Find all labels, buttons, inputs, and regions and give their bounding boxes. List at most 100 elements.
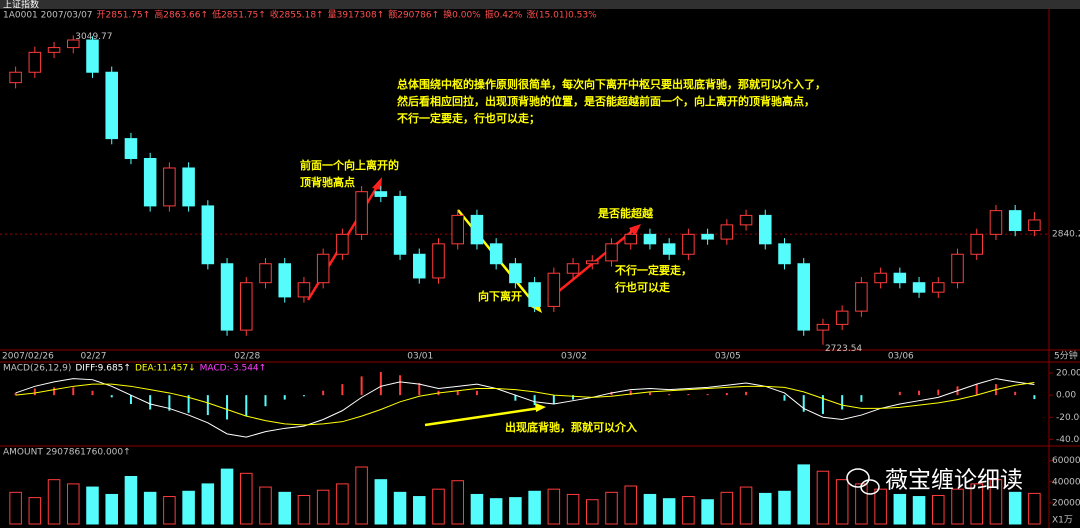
candle-body <box>163 167 176 207</box>
candle-body <box>451 214 464 245</box>
unit-label: X1万 <box>1052 516 1073 526</box>
macd-line <box>15 381 1035 426</box>
volume-bar <box>393 491 407 525</box>
volume-bar <box>9 491 22 525</box>
candle-body <box>86 39 99 73</box>
candle-body <box>739 214 753 226</box>
volume-bar <box>720 491 734 525</box>
panel-info: DIFF:9.685↑ <box>75 364 131 374</box>
candle-body <box>855 282 868 312</box>
info-item: 换0.00% <box>443 9 481 21</box>
y-tick-label: 600000 <box>1052 456 1080 466</box>
volume-bar <box>374 479 388 525</box>
volume-bar <box>932 495 945 525</box>
candle-body <box>47 47 61 53</box>
candle-body <box>951 253 964 284</box>
x-tick-label: 03/05 <box>715 352 741 362</box>
annotation: 总体围绕中枢的操作原则很简单，每次向下离开中枢只要出现底背驰，那就可以介入了， <box>397 77 826 91</box>
volume-bar <box>67 483 80 525</box>
volume-bar <box>528 490 541 525</box>
volume-bar <box>278 491 291 525</box>
volume-bar <box>893 493 907 525</box>
candle-body <box>932 282 945 293</box>
volume-bar <box>816 470 830 525</box>
candle-body <box>470 214 484 245</box>
volume-bar <box>316 489 330 525</box>
arrow-head <box>629 224 641 236</box>
volume-bar <box>547 488 561 525</box>
period-label: 5分钟 <box>1054 350 1078 362</box>
volume-bar <box>874 488 887 525</box>
candle-body <box>586 260 599 265</box>
panel-info: MACD(26,12,9) <box>3 364 71 374</box>
y-tick-label: 400000 <box>1052 477 1080 487</box>
volume-bar <box>586 499 599 525</box>
candle-body <box>566 263 580 274</box>
info-item: 额290786↑ <box>388 9 439 21</box>
panel-info: DEA:11.457↓ <box>135 364 196 374</box>
candle-body <box>413 253 426 279</box>
info-item: 涨(15.01)0.53% <box>526 10 597 21</box>
max-label: 3049.77 <box>75 32 112 42</box>
candle-body <box>759 214 772 245</box>
volume-bar <box>470 493 484 525</box>
x-tick-label: 03/01 <box>407 352 433 362</box>
candle-body <box>662 243 676 255</box>
info-item: 开2851.75↑ <box>97 10 151 21</box>
volume-bar <box>797 464 810 525</box>
candle-body <box>682 233 695 255</box>
panel-borders <box>0 9 1080 528</box>
volume-bar <box>413 496 426 525</box>
annotation: 然后看相应回拉，出现顶背驰的位置，是否能超越前面一个，向上离开的顶背驰高点， <box>397 94 815 108</box>
candle-body <box>297 282 311 298</box>
candle-body <box>989 210 1003 235</box>
volume-bar <box>970 483 983 525</box>
annotation: 不行一定要走，行也可以走； <box>397 111 540 125</box>
candle-body <box>28 51 42 73</box>
y-tick-label: 0.00 <box>1056 391 1076 401</box>
candle-body <box>143 158 157 207</box>
volume-bar <box>566 493 580 525</box>
candle-body <box>509 263 522 284</box>
volume-bar <box>124 476 138 525</box>
candle-body <box>547 272 561 307</box>
candle-body <box>259 263 272 284</box>
volume-bar <box>259 486 272 525</box>
candle-body <box>240 282 253 331</box>
min-label: 2723.54 <box>825 344 862 354</box>
volume-bar <box>143 491 157 525</box>
volume-bar <box>1028 492 1041 525</box>
icon-bubble <box>860 479 880 495</box>
x-tick-label: 2007/02/26 <box>2 352 54 362</box>
candle-body <box>489 243 503 265</box>
candle-body <box>355 191 368 235</box>
volume-bar <box>182 490 195 525</box>
volume-bar <box>297 495 311 525</box>
wechat-icon <box>846 468 880 495</box>
candle-body <box>432 243 445 279</box>
volume-bar <box>778 490 791 525</box>
candle-body <box>528 282 541 307</box>
macd-line <box>15 378 1035 438</box>
candle-body <box>816 323 830 331</box>
volume-bar <box>912 496 926 525</box>
volume-bar <box>451 480 464 525</box>
y-tick-label: 2840.2 <box>1052 230 1080 240</box>
info-item: 收2855.18↑ <box>270 9 324 21</box>
panel-title: AMOUNT <box>3 448 43 458</box>
candle-body <box>643 233 657 245</box>
candle-body <box>912 282 926 293</box>
info-item: 低2851.75↑ <box>212 9 266 21</box>
volume-bar <box>643 493 657 525</box>
annotation: 出现底背驰，那就可以介入 <box>505 420 637 434</box>
info-item: 振0.42% <box>485 9 523 21</box>
info-item: 量3917308↑ <box>328 10 385 21</box>
volume-bar <box>220 468 234 525</box>
volume-bar <box>163 496 176 525</box>
arrow <box>424 406 541 427</box>
annotation: 是否能超越 <box>597 206 654 220</box>
x-tick-label: 03/06 <box>888 352 914 362</box>
volume-bar <box>432 488 445 525</box>
candle-body <box>624 233 637 245</box>
